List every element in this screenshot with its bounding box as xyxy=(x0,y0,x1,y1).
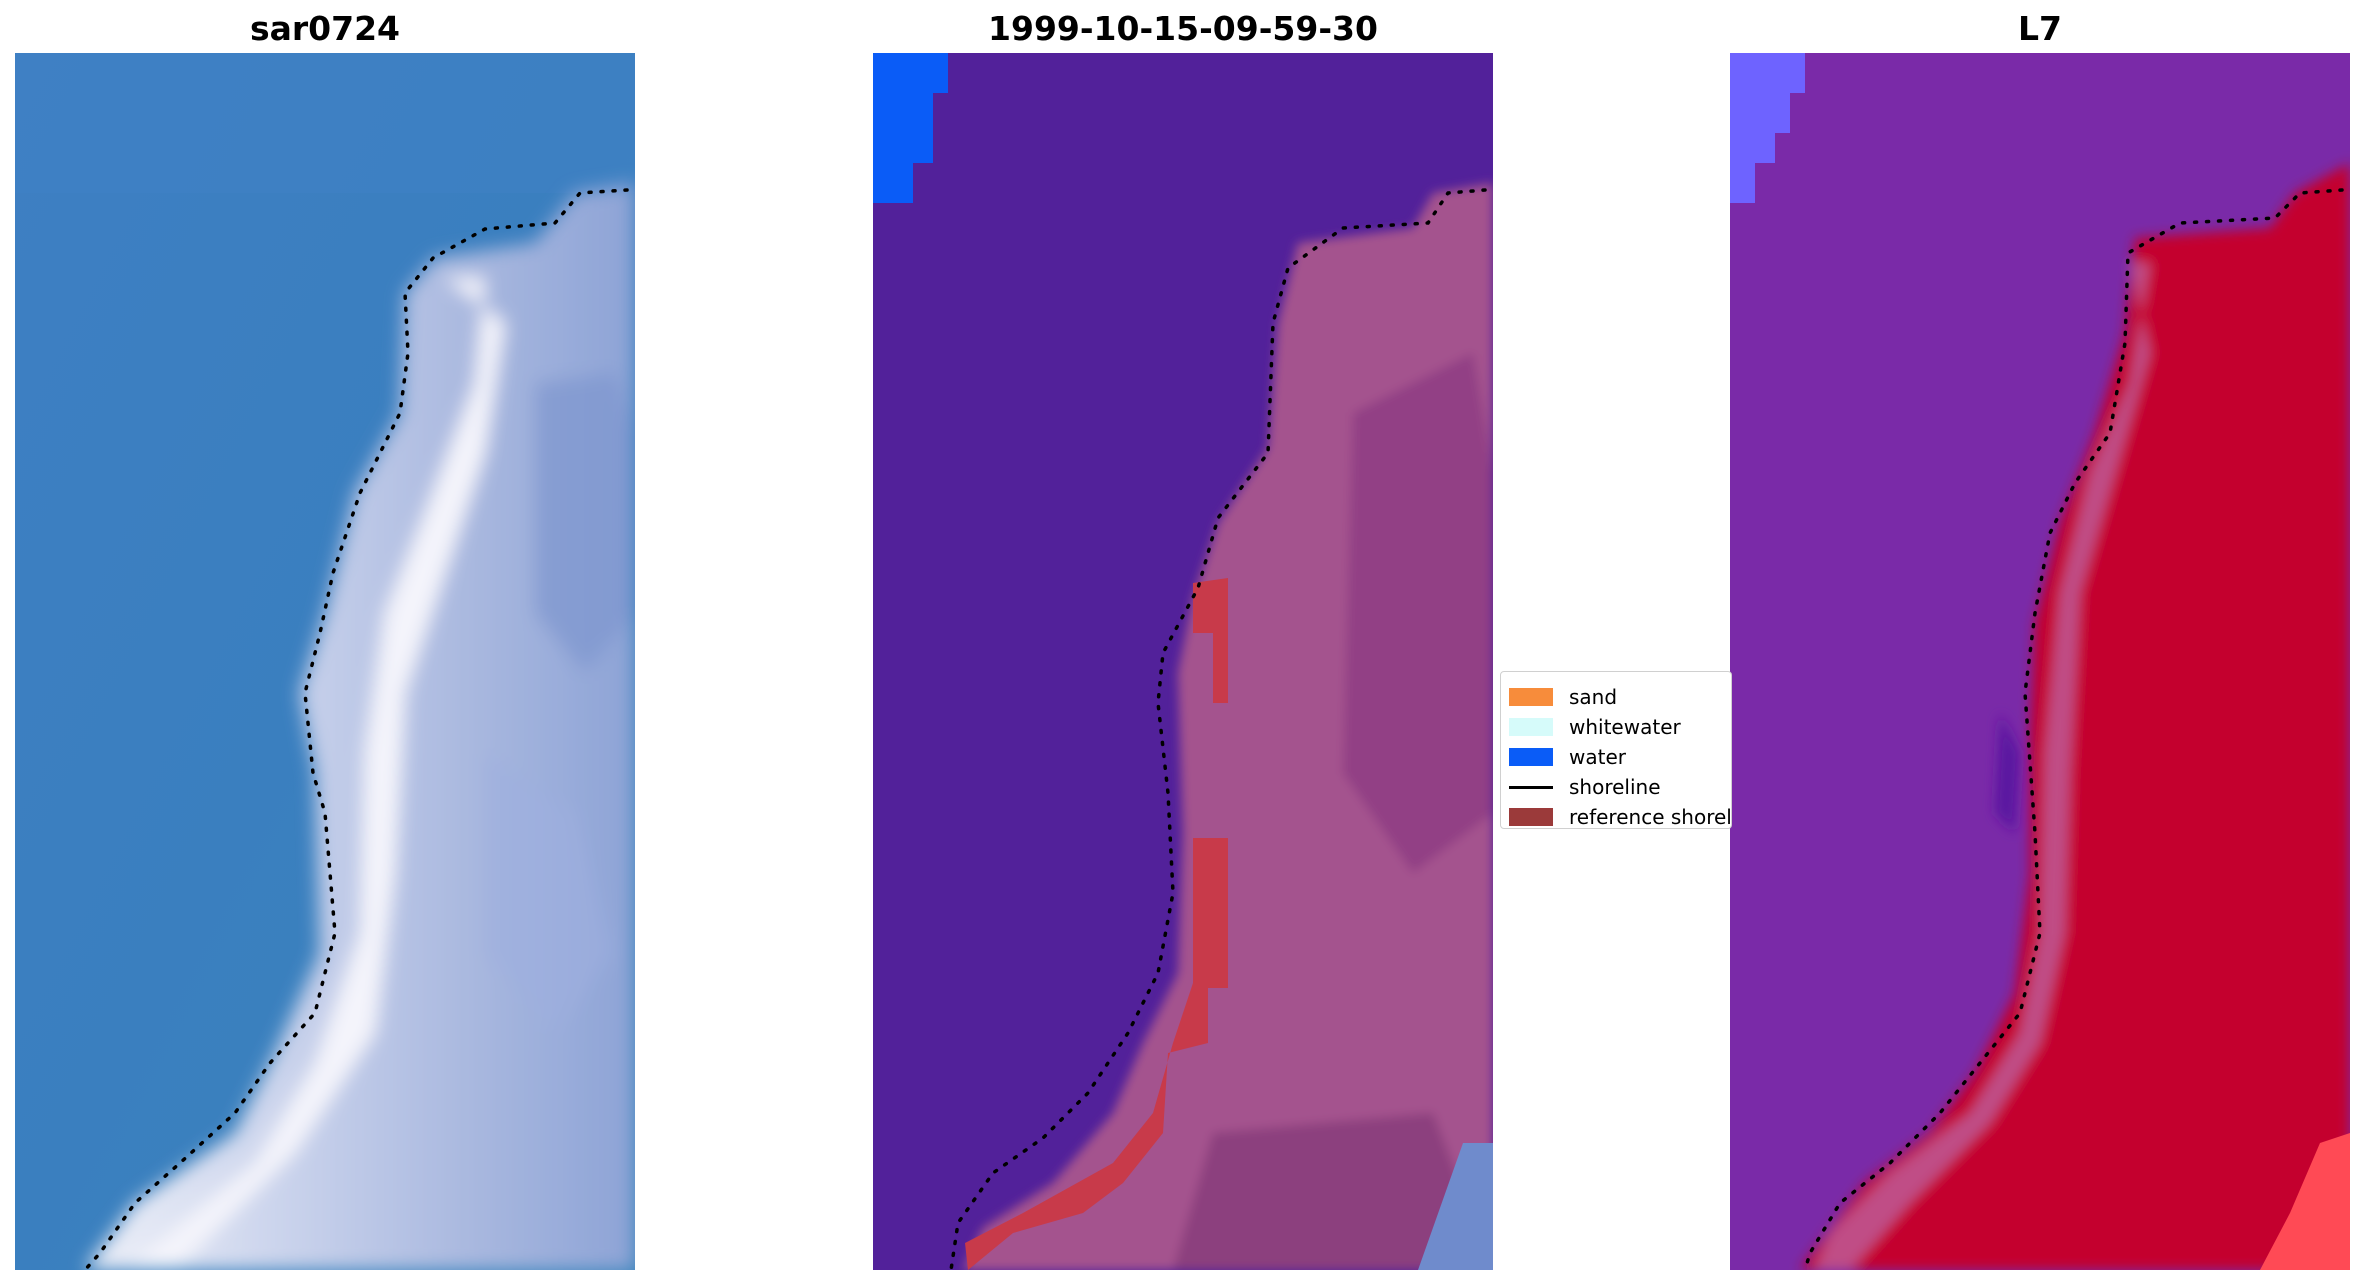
legend-label: water xyxy=(1569,745,1626,769)
legend-item-shoreline: shoreline xyxy=(1509,774,1661,800)
legend-label: sand xyxy=(1569,685,1618,709)
legend: sand whitewater water shoreline referenc… xyxy=(1500,671,1732,829)
legend-item-whitewater: whitewater xyxy=(1509,714,1681,740)
legend-label: reference shoreline xyxy=(1569,805,1732,829)
legend-label: whitewater xyxy=(1569,715,1681,739)
legend-label: shoreline xyxy=(1569,775,1661,799)
panel-title-date: 1999-10-15-09-59-30 xyxy=(988,9,1378,48)
legend-item-sand: sand xyxy=(1509,684,1617,710)
whitewater-swatch xyxy=(1509,718,1553,736)
l7-index-image xyxy=(1730,53,2350,1270)
l7-panel: L7 xyxy=(1730,0,2350,1283)
sand-swatch xyxy=(1509,688,1553,706)
rgb-satellite-image xyxy=(15,53,635,1270)
water-swatch xyxy=(1509,748,1553,766)
panel-title-l7: L7 xyxy=(2018,9,2062,48)
rgb-panel: sar0724 xyxy=(15,0,635,1283)
legend-item-reference-shoreline: reference shoreline xyxy=(1509,804,1732,829)
shoreline-line-sample xyxy=(1509,785,1553,789)
classification-panel: 1999-10-15-09-59-30 xyxy=(873,0,1493,1283)
panel-title-rgb: sar0724 xyxy=(249,9,401,48)
classified-image xyxy=(873,53,1493,1270)
legend-item-water: water xyxy=(1509,744,1626,770)
reference-shoreline-swatch xyxy=(1509,808,1553,826)
